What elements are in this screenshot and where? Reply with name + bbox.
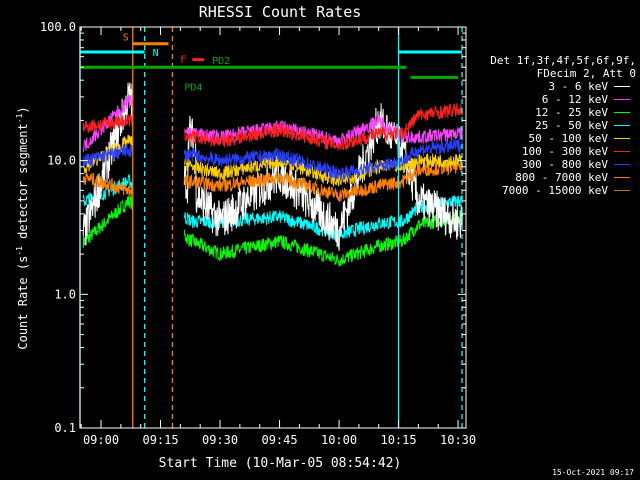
legend-swatch bbox=[614, 189, 630, 192]
legend-swatch bbox=[614, 124, 630, 127]
legend-label: 3 - 6 keV bbox=[548, 80, 608, 93]
legend-label: 12 - 25 keV bbox=[535, 106, 608, 119]
series-line-6 bbox=[82, 138, 463, 181]
legend-label: 50 - 100 keV bbox=[528, 132, 608, 145]
x-tick-label: 09:30 bbox=[202, 433, 238, 447]
series-line-3 bbox=[82, 173, 463, 241]
chart-title: RHESSI Count Rates bbox=[199, 3, 362, 21]
x-axis: 09:00 09:15 09:30 09:45 10:00 10:15 10:30 bbox=[80, 27, 476, 447]
annotation-label: PD2 bbox=[212, 56, 230, 67]
y-axis-label: Count Rate (s-1 detector segment-1) bbox=[15, 106, 30, 349]
x-tick-label: 09:00 bbox=[83, 433, 119, 447]
legend-item: 300 - 800 keV bbox=[478, 158, 636, 171]
y-tick-label: 0.1 bbox=[54, 421, 76, 435]
legend-item: 7000 - 15000 keV bbox=[478, 184, 636, 197]
legend-item: 50 - 100 keV bbox=[478, 132, 636, 145]
legend-swatch bbox=[614, 176, 630, 179]
legend-swatch bbox=[614, 98, 630, 101]
legend-item: 100 - 300 keV bbox=[478, 145, 636, 158]
legend-swatch bbox=[614, 163, 630, 166]
legend-label: 800 - 7000 keV bbox=[515, 171, 608, 184]
footer-timestamp: 15-Oct-2021 09:17 bbox=[552, 468, 634, 477]
legend-swatch bbox=[614, 111, 630, 114]
legend-item: 6 - 12 keV bbox=[478, 93, 636, 106]
annotation-label: S bbox=[123, 33, 129, 44]
x-tick-label: 09:45 bbox=[261, 433, 297, 447]
series-line-5 bbox=[82, 103, 463, 151]
legend-item: 3 - 6 keV bbox=[478, 80, 636, 93]
y-tick-label: 1.0 bbox=[54, 287, 76, 301]
x-tick-label: 10:30 bbox=[440, 433, 476, 447]
legend-header-line-1: Det 1f,3f,4f,5f,6f,9f, bbox=[490, 54, 636, 67]
legend: Det 1f,3f,4f,5f,6f,9f, FDecim 2, Att 0 3… bbox=[478, 54, 636, 197]
legend-item: 800 - 7000 keV bbox=[478, 171, 636, 184]
series-line-2 bbox=[82, 195, 463, 267]
legend-label: 300 - 800 keV bbox=[521, 158, 608, 171]
plot-area: S N F PD2 PD4 bbox=[79, 27, 463, 428]
legend-label: 25 - 50 keV bbox=[535, 119, 608, 132]
legend-rows: 3 - 6 keV 6 - 12 keV 12 - 25 keV 25 - 50 ke… bbox=[478, 80, 636, 197]
legend-label: 6 - 12 keV bbox=[541, 93, 608, 106]
annotation-label: N bbox=[153, 48, 159, 59]
y-axis: 0.1 1.0 10.0 100.0 bbox=[40, 20, 466, 435]
y-tick-label: 100.0 bbox=[40, 20, 76, 34]
series-line-7 bbox=[82, 159, 463, 202]
annotation-label: PD4 bbox=[184, 82, 202, 93]
annotation-label: F bbox=[180, 55, 186, 66]
legend-swatch bbox=[614, 137, 630, 140]
x-tick-label: 10:15 bbox=[380, 433, 416, 447]
legend-swatch bbox=[614, 150, 630, 153]
series-line-0 bbox=[82, 82, 463, 251]
x-axis-label: Start Time (10-Mar-05 08:54:42) bbox=[159, 456, 402, 471]
legend-label: 100 - 300 keV bbox=[521, 145, 608, 158]
legend-item: 25 - 50 keV bbox=[478, 119, 636, 132]
plot-frame bbox=[79, 26, 467, 429]
y-tick-label: 10.0 bbox=[47, 154, 76, 168]
legend-item: 12 - 25 keV bbox=[478, 106, 636, 119]
legend-header-line-2: FDecim 2, Att 0 bbox=[536, 67, 636, 80]
x-tick-label: 09:15 bbox=[142, 433, 178, 447]
x-tick-label: 10:00 bbox=[321, 433, 357, 447]
legend-label: 7000 - 15000 keV bbox=[502, 184, 608, 197]
legend-swatch bbox=[614, 85, 630, 88]
